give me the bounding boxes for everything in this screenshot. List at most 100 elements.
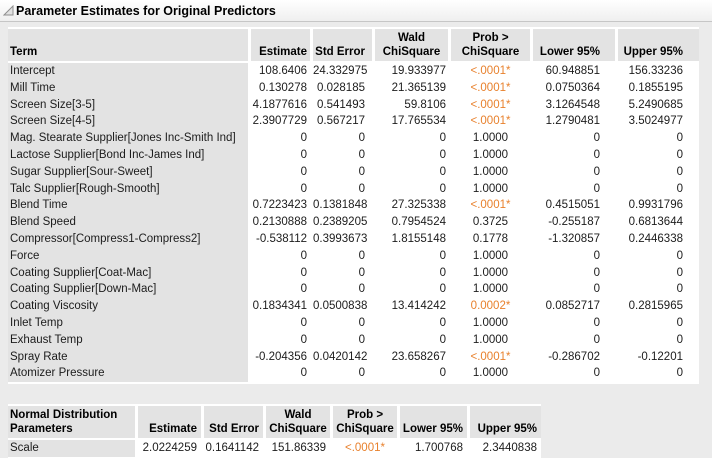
cell-std-error: 0.028185 (310, 79, 372, 97)
cell-wald-chisquare: 151.86339 (263, 440, 330, 457)
cell-estimate: -0.538112 (248, 230, 310, 248)
cell-term: Screen Size[4-5] (8, 113, 248, 131)
table-row: Coating Supplier[Down-Mac] 0 0 0 1.0000 0 0 (8, 281, 699, 299)
cell-upper-95: 0 (615, 247, 699, 265)
cell-estimate: 108.6406 (248, 63, 310, 80)
cell-std-error: 0 (310, 331, 372, 349)
cell-std-error: 0 (310, 281, 372, 299)
cell-std-error: 0 (310, 247, 372, 265)
header-row: Normal Distribution Parameters Estimate … (8, 406, 541, 440)
cell-lower-95: 0 (530, 146, 615, 164)
cell-prob-chisquare: <.0001* (448, 63, 530, 80)
cell-term: Intercept (8, 63, 248, 80)
column-header-lower-95: Lower 95% (397, 406, 467, 440)
cell-wald-chisquare: 0 (372, 331, 448, 349)
column-header-estimate: Estimate (248, 29, 310, 63)
cell-wald-chisquare: 0 (372, 365, 448, 383)
cell-upper-95: 0.2446338 (615, 230, 699, 248)
column-header-estimate: Estimate (135, 406, 201, 440)
cell-lower-95: 1.700768 (397, 440, 467, 457)
cell-lower-95: 1.2790481 (530, 113, 615, 131)
cell-upper-95: 0 (615, 281, 699, 299)
cell-term: Coating Supplier[Down-Mac] (8, 281, 248, 299)
cell-lower-95: 0 (530, 247, 615, 265)
column-header-std-error: Std Error (201, 406, 263, 440)
cell-prob-chisquare: 1.0000 (448, 130, 530, 147)
table-row: Talc Supplier[Rough-Smooth] 0 0 0 1.0000 0 0 (8, 180, 699, 198)
table-row: Mag. Stearate Supplier[Jones Inc-Smith I… (8, 130, 699, 147)
cell-wald-chisquare: 19.933977 (372, 63, 448, 80)
outline-title-bar: Parameter Estimates for Original Predict… (0, 0, 712, 22)
disclosure-triangle-icon[interactable] (2, 5, 14, 16)
cell-lower-95: 0 (530, 365, 615, 383)
cell-upper-95: 0 (615, 264, 699, 282)
cell-upper-95: 0.6813644 (615, 214, 699, 231)
cell-std-error: 0 (310, 365, 372, 383)
cell-estimate: 0.1834341 (248, 298, 310, 315)
table-row: Blend Time 0.7223423 0.1381848 27.325338 <.0… (8, 197, 699, 215)
cell-term: Sugar Supplier[Sour-Sweet] (8, 163, 248, 181)
cell-term: Compressor[Compress1-Compress2] (8, 230, 248, 248)
table-row: Spray Rate -0.204356 0.0420142 23.658267 <.0… (8, 348, 699, 366)
cell-upper-95: 156.33236 (615, 63, 699, 80)
column-header-std-error: Std Error (310, 29, 372, 63)
cell-prob-chisquare: <.0001* (448, 96, 530, 114)
cell-std-error: 0.567217 (310, 113, 372, 131)
cell-estimate: 0.7223423 (248, 197, 310, 215)
cell-wald-chisquare: 23.658267 (372, 348, 448, 366)
cell-prob-chisquare: 1.0000 (448, 180, 530, 198)
cell-prob-chisquare: <.0001* (448, 79, 530, 97)
table-row: Screen Size[3-5] 4.1877616 0.541493 59.8106… (8, 96, 699, 114)
cell-prob-chisquare: 0.3725 (448, 214, 530, 231)
cell-prob-chisquare: <.0001* (448, 197, 530, 215)
cell-lower-95: 3.1264548 (530, 96, 615, 114)
cell-prob-chisquare: 1.0000 (448, 146, 530, 164)
cell-wald-chisquare: 1.8155148 (372, 230, 448, 248)
cell-wald-chisquare: 13.414242 (372, 298, 448, 315)
table-row: Blend Speed 0.2130888 0.2389205 0.7954524 0.… (8, 214, 699, 231)
cell-estimate: 0 (248, 247, 310, 265)
cell-estimate: 0 (248, 365, 310, 383)
cell-upper-95: 0 (615, 365, 699, 383)
cell-lower-95: 60.948851 (530, 63, 615, 80)
column-header-wald-chisquare: Wald ChiSquare (263, 406, 330, 440)
cell-estimate: 4.1877616 (248, 96, 310, 114)
column-header-prob-chisquare: Prob > ChiSquare (448, 29, 530, 63)
cell-term: Coating Supplier[Coat-Mac] (8, 264, 248, 282)
cell-prob-chisquare: 1.0000 (448, 264, 530, 282)
table-row: Inlet Temp 0 0 0 1.0000 0 0 (8, 314, 699, 332)
cell-lower-95: 0.0852717 (530, 298, 615, 315)
cell-std-error: 0 (310, 163, 372, 181)
cell-lower-95: 0 (530, 281, 615, 299)
column-header-term: Term (8, 29, 248, 63)
cell-prob-chisquare: 0.0002* (448, 298, 530, 315)
table-row: Screen Size[4-5] 2.3907729 0.567217 17.7655… (8, 113, 699, 131)
cell-estimate: 0.130278 (248, 79, 310, 97)
cell-lower-95: 0.0750364 (530, 79, 615, 97)
table-row: Lactose Supplier[Bond Inc-James Ind] 0 0 0 1… (8, 146, 699, 164)
cell-term: Lactose Supplier[Bond Inc-James Ind] (8, 146, 248, 164)
cell-lower-95: -0.255187 (530, 214, 615, 231)
cell-wald-chisquare: 0 (372, 163, 448, 181)
header-row: Term Estimate Std Error Wald ChiSquare P… (8, 29, 699, 63)
cell-estimate: 0 (248, 264, 310, 282)
cell-std-error: 0 (310, 264, 372, 282)
cell-prob-chisquare: 1.0000 (448, 281, 530, 299)
cell-estimate: 2.0224259 (135, 440, 201, 457)
cell-std-error: 0.541493 (310, 96, 372, 114)
table-row: Force 0 0 0 1.0000 0 0 (8, 247, 699, 265)
cell-term: Mill Time (8, 79, 248, 97)
cell-wald-chisquare: 17.765534 (372, 113, 448, 131)
cell-std-error: 0 (310, 130, 372, 147)
cell-prob-chisquare: 0.1778 (448, 230, 530, 248)
cell-term: Mag. Stearate Supplier[Jones Inc-Smith I… (8, 130, 248, 147)
parameter-estimates-table: Term Estimate Std Error Wald ChiSquare P… (8, 27, 699, 385)
cell-term: Exhaust Temp (8, 331, 248, 349)
cell-upper-95: 3.5024977 (615, 113, 699, 131)
cell-std-error: 0 (310, 180, 372, 198)
column-header-upper-95: Upper 95% (467, 406, 541, 440)
cell-prob-chisquare: 1.0000 (448, 247, 530, 265)
cell-upper-95: 0 (615, 314, 699, 332)
cell-lower-95: 0 (530, 314, 615, 332)
